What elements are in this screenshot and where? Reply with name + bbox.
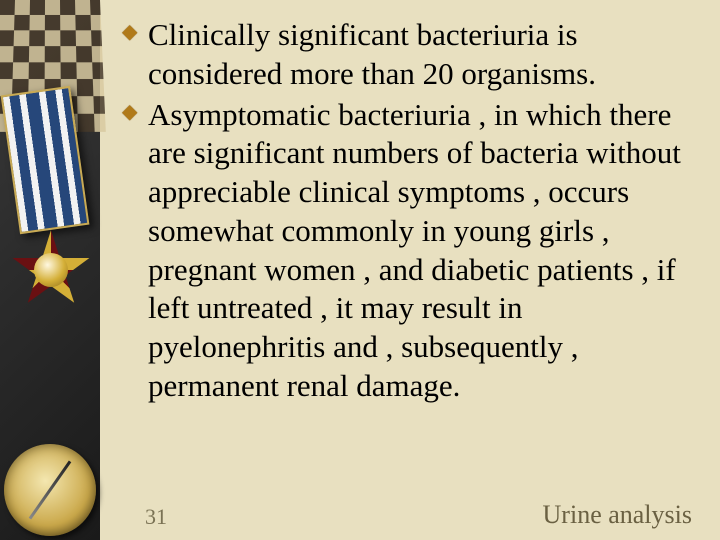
medal-motif xyxy=(6,220,96,360)
slide-footer: 31 Urine analysis xyxy=(0,502,720,532)
bullet-item: Asymptomatic bacteriuria , in which ther… xyxy=(122,96,702,406)
medal-center-icon xyxy=(34,253,68,287)
bullet-item: Clinically significant bacteriuria is co… xyxy=(122,16,702,94)
slide-content: Clinically significant bacteriuria is co… xyxy=(100,0,720,540)
bullet-list: Clinically significant bacteriuria is co… xyxy=(122,16,702,406)
footer-title: Urine analysis xyxy=(543,500,692,530)
decorative-sidebar xyxy=(0,0,100,540)
page-number: 31 xyxy=(145,504,167,530)
